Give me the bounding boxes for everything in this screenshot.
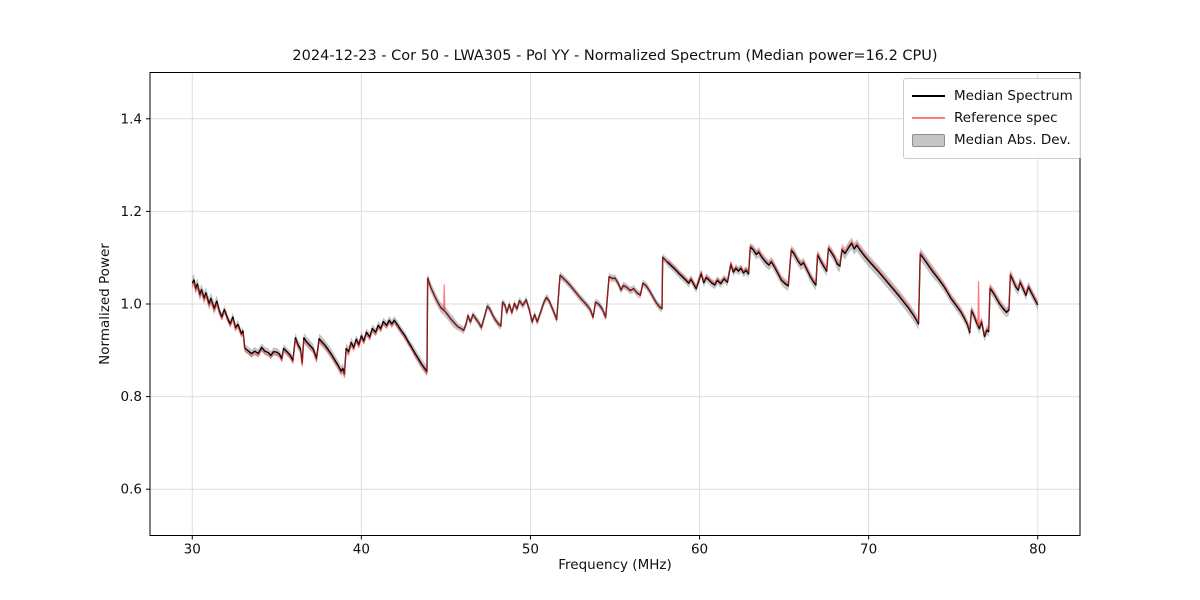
x-tick-label: 40 [353,542,370,558]
legend-item-reference-spec: Reference spec [912,107,1070,129]
x-tick-label: 50 [522,542,539,558]
y-tick-label: 0.6 [121,482,142,498]
x-tick-label: 60 [691,542,708,558]
y-tick-label: 1.4 [121,111,142,127]
chart-title: 2024-12-23 - Cor 50 - LWA305 - Pol YY - … [292,48,938,64]
y-tick-label: 0.8 [121,389,142,405]
legend-label: Median Spectrum [954,88,1073,104]
mad-band-swatch [912,133,945,147]
y-axis-label: Normalized Power [97,243,113,365]
mad-band [192,237,1038,380]
reference-spec-line [191,240,1039,378]
y-tick-label: 1.0 [121,297,142,313]
y-tick-label: 1.2 [121,204,142,220]
legend-item-mad: Median Abs. Dev. [912,129,1071,151]
x-tick-label: 70 [860,542,877,558]
x-tick-label: 30 [184,542,201,558]
median-spectrum-line-swatch [912,95,945,97]
legend-label: Reference spec [954,110,1058,126]
x-axis-label: Frequency (MHz) [558,557,672,573]
legend-label: Median Abs. Dev. [954,132,1071,148]
x-tick-label: 80 [1029,542,1046,558]
reference-spec-line-swatch [912,117,945,119]
legend-item-median-spectrum: Median Spectrum [912,85,1073,107]
legend: Median Spectrum Reference spec Median Ab… [903,78,1081,159]
